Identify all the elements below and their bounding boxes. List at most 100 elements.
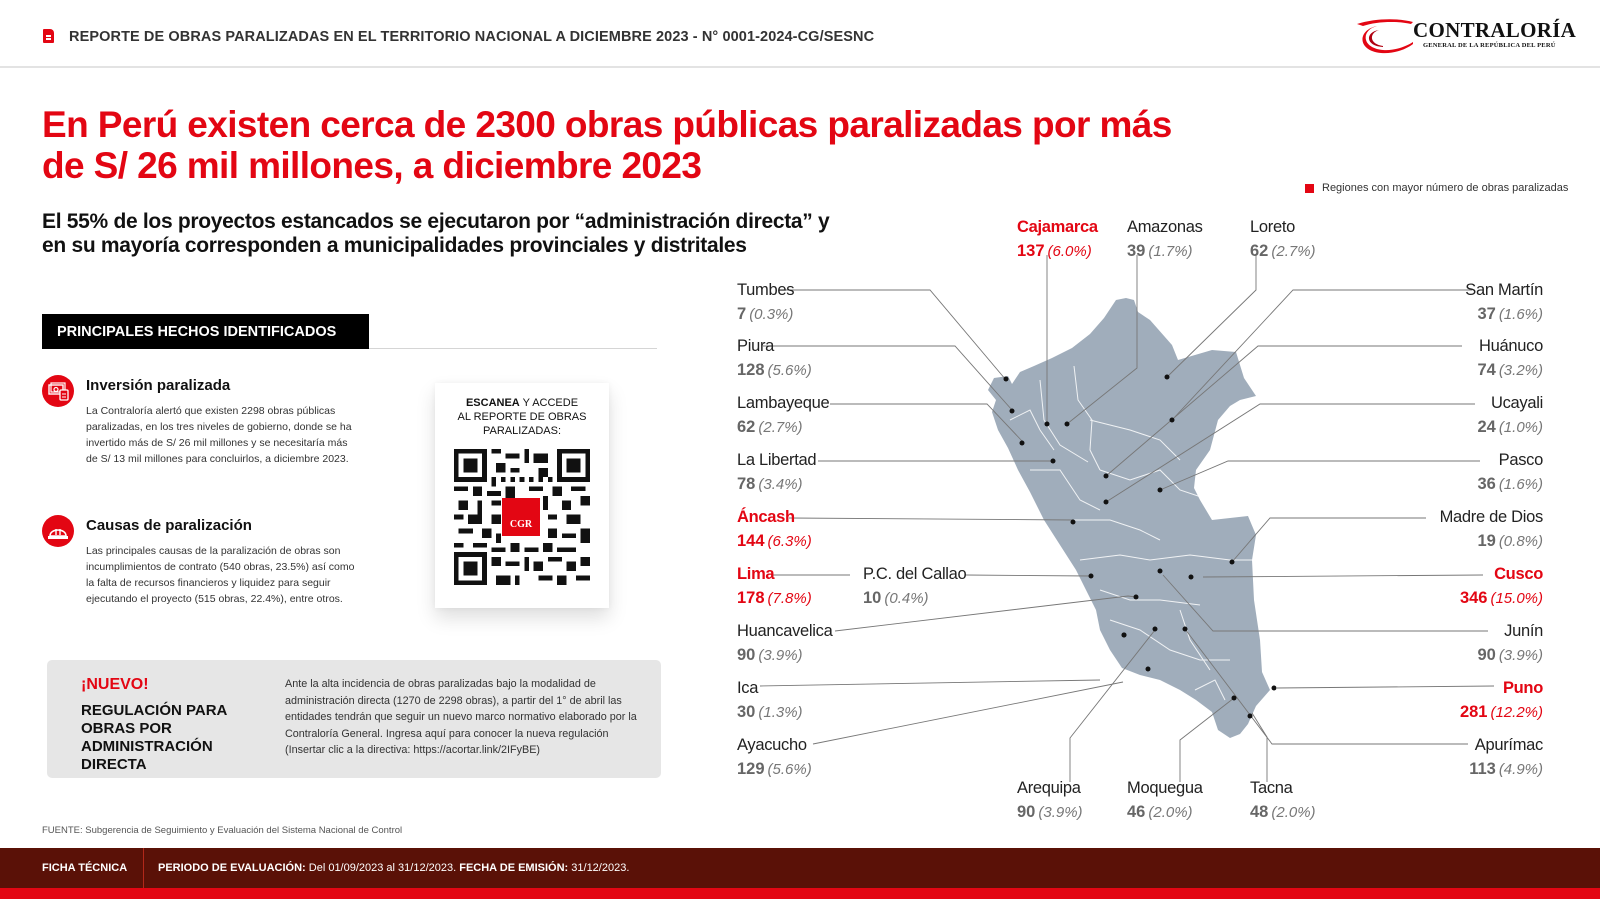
region-piura: Piura 128 (5.6%) bbox=[737, 338, 812, 378]
leader-lines bbox=[759, 255, 1495, 782]
region-count: 113 bbox=[1469, 759, 1496, 778]
headline-line-1: En Perú existen cerca de 2300 obras públ… bbox=[42, 104, 1172, 145]
region-puno: Puno 281 (12.2%) bbox=[1460, 680, 1543, 720]
map-legend: Regiones con mayor número de obras paral… bbox=[1305, 182, 1568, 194]
region-count: 10 bbox=[863, 588, 882, 607]
region-count: 37 bbox=[1477, 304, 1496, 323]
region-ica: Ica 30 (1.3%) bbox=[737, 680, 803, 720]
subheadline: El 55% de los proyectos estancados se ej… bbox=[42, 210, 830, 257]
region-name: Madre de Dios bbox=[1439, 508, 1544, 526]
contraloria-logo[interactable]: CONTRALORÍA GENERAL DE LA REPÚBLICA DEL … bbox=[1355, 14, 1576, 54]
region-pct: (5.6%) bbox=[767, 760, 812, 778]
region-pct: (15.0%) bbox=[1490, 589, 1543, 607]
region-count: 90 bbox=[1477, 645, 1496, 664]
region-count: 19 bbox=[1477, 531, 1496, 550]
region-name: Puno bbox=[1502, 679, 1543, 697]
region-name: Ucayali bbox=[1490, 394, 1543, 412]
region-pct: (6.0%) bbox=[1047, 242, 1092, 260]
region-name: Huánuco bbox=[1479, 337, 1543, 355]
region-count: 346 bbox=[1459, 588, 1488, 607]
region-huanuco: Huánuco 74 (3.2%) bbox=[1477, 338, 1543, 378]
region-count: 30 bbox=[737, 702, 756, 721]
region-name: Huancavelica bbox=[737, 622, 833, 640]
new-regulation-notice[interactable]: ¡NUEVO! REGULACIÓN PARA OBRAS POR ADMINI… bbox=[47, 660, 661, 778]
hardhat-icon bbox=[42, 515, 74, 547]
money-icon bbox=[42, 375, 74, 407]
region-pct: (2.7%) bbox=[1271, 242, 1316, 260]
region-count: 36 bbox=[1477, 474, 1496, 493]
region-lima: Lima 178 (7.8%) bbox=[737, 566, 812, 606]
region-junin: Junín 90 (3.9%) bbox=[1477, 623, 1543, 663]
footer-details: PERIODO DE EVALUACIÓN: Del 01/09/2023 al… bbox=[158, 862, 629, 874]
emission-value: 31/12/2023. bbox=[568, 862, 630, 874]
qr-caption-bold: ESCANEA bbox=[465, 397, 520, 409]
footer-bar: FICHA TÉCNICA PERIODO DE EVALUACIÓN: Del… bbox=[0, 848, 1600, 888]
region-pct: (1.6%) bbox=[1498, 305, 1543, 323]
region-pasco: Pasco 36 (1.6%) bbox=[1477, 452, 1543, 492]
region-count: 90 bbox=[737, 645, 756, 664]
region-pct: (1.0%) bbox=[1498, 418, 1543, 436]
logo-subtitle: GENERAL DE LA REPÚBLICA DEL PERÚ bbox=[1423, 42, 1556, 49]
region-name: La Libertad bbox=[737, 451, 817, 469]
logo-swoosh-icon bbox=[1357, 19, 1413, 54]
region-name: Ica bbox=[737, 679, 759, 697]
qr-card[interactable]: ESCANEA Y ACCEDE AL REPORTE DE OBRAS PAR… bbox=[435, 383, 609, 608]
region-san-martin: San Martín 37 (1.6%) bbox=[1465, 282, 1543, 322]
region-name: Amazonas bbox=[1127, 218, 1203, 236]
region-cusco: Cusco 346 (15.0%) bbox=[1460, 566, 1543, 606]
region-amazonas: Amazonas 39 (1.7%) bbox=[1127, 219, 1203, 259]
region-name: Moquegua bbox=[1127, 779, 1203, 797]
notice-title: REGULACIÓN PARA OBRAS POR ADMINISTRACIÓN… bbox=[81, 702, 227, 773]
region-name: Lambayeque bbox=[737, 394, 830, 412]
region-ancash: Áncash 144 (6.3%) bbox=[737, 509, 812, 549]
region-count: 39 bbox=[1127, 241, 1146, 260]
footer-stripe bbox=[0, 888, 1600, 899]
source-note: FUENTE: Subgerencia de Seguimiento y Eva… bbox=[42, 825, 403, 836]
region-name: Loreto bbox=[1250, 218, 1295, 236]
legend-swatch bbox=[1305, 183, 1314, 193]
region-count: 48 bbox=[1250, 802, 1269, 821]
region-pct: (1.3%) bbox=[758, 703, 803, 721]
region-pct: (1.7%) bbox=[1148, 242, 1193, 260]
region-pct: (6.3%) bbox=[767, 532, 812, 550]
region-count: 90 bbox=[1017, 802, 1036, 821]
region-name: Arequipa bbox=[1017, 779, 1081, 797]
region-count: 24 bbox=[1477, 417, 1496, 436]
document-icon bbox=[43, 29, 54, 43]
region-count: 62 bbox=[1250, 241, 1269, 260]
region-name: Ayacucho bbox=[737, 736, 807, 754]
region-pct: (5.6%) bbox=[767, 361, 812, 379]
region-pct: (3.9%) bbox=[1038, 803, 1083, 821]
region-la-libertad: La Libertad 78 (3.4%) bbox=[737, 451, 817, 493]
qr-caption: ESCANEA Y ACCEDE AL REPORTE DE OBRAS PAR… bbox=[435, 396, 609, 438]
region-name: Tumbes bbox=[737, 281, 795, 299]
region-name: Junín bbox=[1504, 622, 1543, 640]
region-tacna: Tacna 48 (2.0%) bbox=[1250, 780, 1316, 820]
region-name: Lima bbox=[737, 565, 775, 583]
fact-body: Las principales causas de la paralizació… bbox=[86, 545, 355, 605]
region-pct: (3.4%) bbox=[758, 475, 803, 493]
period-label: PERIODO DE EVALUACIÓN: bbox=[158, 862, 306, 874]
region-count: 128 bbox=[737, 360, 765, 379]
fact-title: Inversión paralizada bbox=[86, 377, 231, 394]
region-count: 144 bbox=[737, 531, 765, 550]
region-pct: (3.2%) bbox=[1498, 361, 1543, 379]
region-name: Piura bbox=[737, 337, 775, 355]
region-pct: (3.9%) bbox=[758, 646, 803, 664]
region-count: 281 bbox=[1459, 702, 1488, 721]
region-cajamarca: Cajamarca 137 (6.0%) bbox=[1017, 219, 1098, 259]
headline-line-2: de S/ 26 mil millones, a diciembre 2023 bbox=[42, 145, 702, 186]
region-count: 46 bbox=[1127, 802, 1146, 821]
region-name: Cajamarca bbox=[1017, 218, 1098, 236]
region-count: 178 bbox=[737, 588, 765, 607]
notice-body[interactable]: Ante la alta incidencia de obras paraliz… bbox=[285, 678, 637, 756]
fact-title: Causas de paralización bbox=[86, 517, 252, 534]
footer-separator bbox=[143, 848, 144, 888]
region-tumbes: Tumbes 7 (0.3%) bbox=[737, 281, 795, 322]
region-ucayali: Ucayali 24 (1.0%) bbox=[1477, 395, 1543, 435]
region-count: 78 bbox=[737, 474, 756, 493]
region-loreto: Loreto 62 (2.7%) bbox=[1250, 219, 1316, 259]
footer-label: FICHA TÉCNICA bbox=[42, 862, 128, 874]
region-count: 62 bbox=[737, 417, 756, 436]
section-label: PRINCIPALES HECHOS IDENTIFICADOS bbox=[42, 314, 369, 349]
